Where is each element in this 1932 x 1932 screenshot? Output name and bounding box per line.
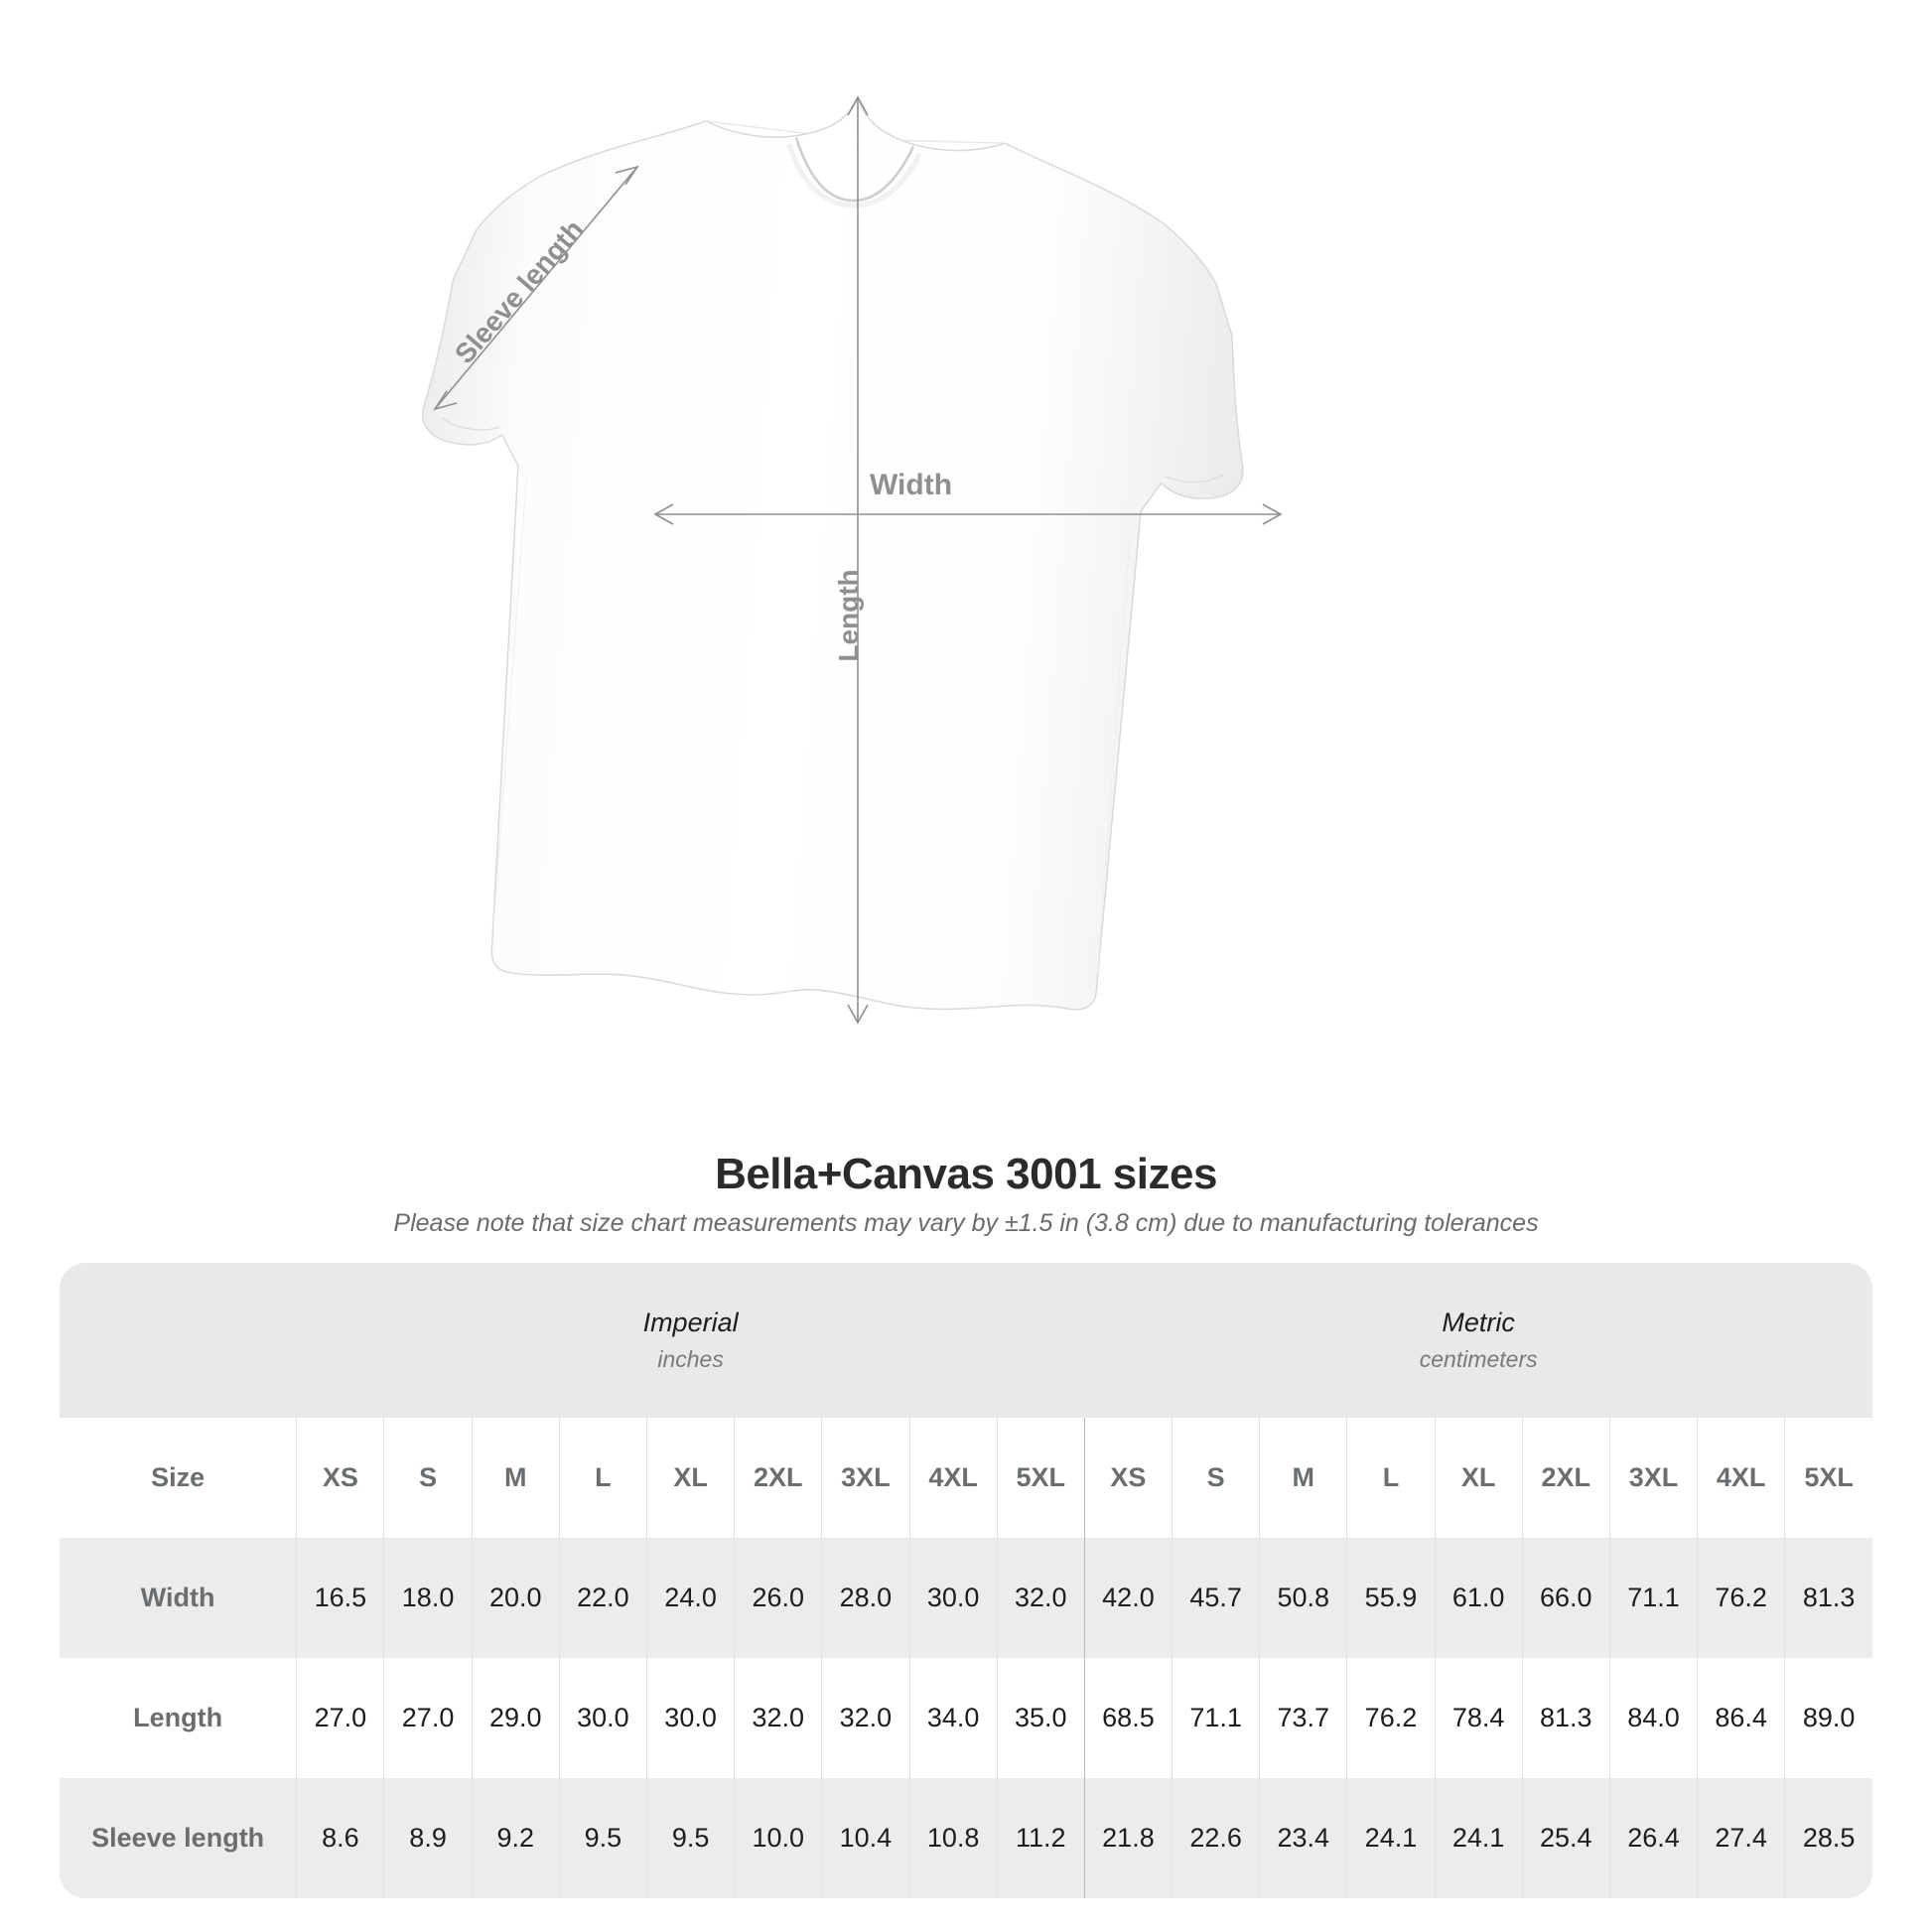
- svg-text:Width: Width: [870, 469, 952, 501]
- svg-text:Length: Length: [833, 569, 864, 661]
